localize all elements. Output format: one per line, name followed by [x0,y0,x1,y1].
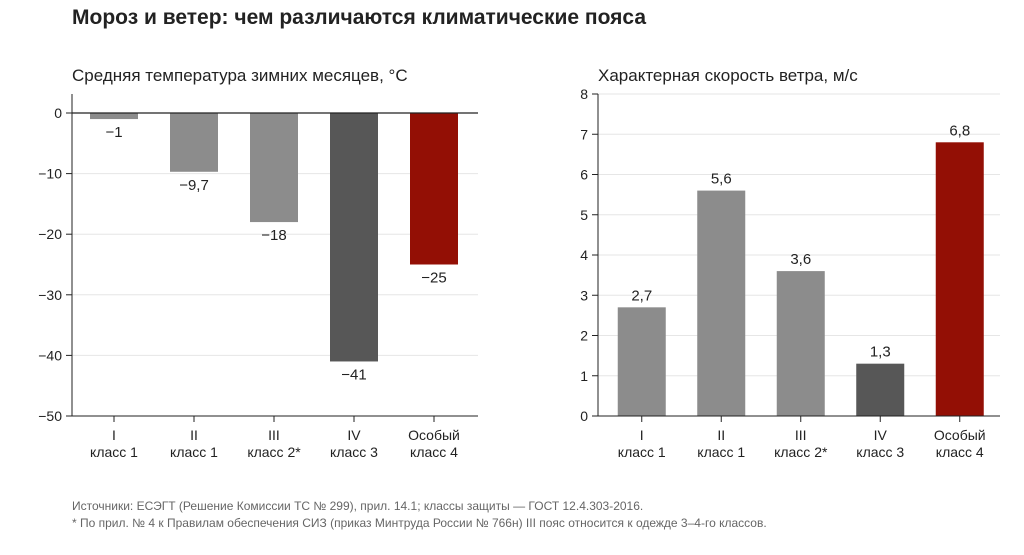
temp-category-label: IV [347,427,361,443]
temp-category-sublabel: класс 1 [90,444,138,460]
temp-category-label: II [190,427,198,443]
temp-value-label: −41 [341,366,366,383]
wind-category-label: I [640,427,644,443]
wind-category-sublabel: класс 2* [774,444,828,460]
temp-value-label: −1 [105,124,122,141]
wind-y-tick-label: 8 [580,86,588,102]
wind-panel-title: Характерная скорость ветра, м/с [598,66,858,85]
temp-category-sublabel: класс 2* [247,444,301,460]
temp-y-tick-label: −10 [38,166,62,182]
wind-y-tick-label: 6 [580,167,588,183]
wind-y-tick-label: 4 [580,247,588,263]
wind-y-tick-label: 5 [580,207,588,223]
wind-bar [935,142,984,417]
wind-bar [776,271,825,416]
temp-value-label: −18 [261,227,286,244]
wind-y-tick-label: 2 [580,328,588,344]
temp-y-tick-label: −50 [38,408,62,424]
temp-y-tick-label: −40 [38,347,62,363]
wind-bar [856,363,905,416]
temp-bar [170,113,218,172]
chart-title: Мороз и ветер: чем различаются климатиче… [72,6,647,29]
temp-category-label: I [112,427,116,443]
wind-value-label: 1,3 [870,344,891,361]
temp-category-label: III [268,427,280,443]
temp-category-sublabel: класс 1 [170,444,218,460]
wind-y-tick-label: 0 [580,408,588,424]
wind-bar [697,190,746,416]
wind-bar [617,307,666,416]
source-note: Источники: ЕСЭГТ (Решение Комиссии ТС № … [72,499,644,513]
temp-category-sublabel: класс 4 [410,444,458,460]
wind-category-sublabel: класс 1 [618,444,666,460]
wind-category-label: II [717,427,725,443]
wind-category-sublabel: класс 3 [856,444,904,460]
wind-value-label: 3,6 [790,251,811,268]
wind-value-label: 6,8 [949,122,970,139]
temp-y-tick-label: −30 [38,287,62,303]
wind-y-tick-label: 3 [580,287,588,303]
temp-category-label: Особый [408,427,460,443]
temp-y-tick-label: 0 [54,105,62,121]
temp-y-tick-label: −20 [38,226,62,242]
footnote: * По прил. № 4 к Правилам обеспечения СИ… [72,516,767,530]
wind-category-label: Особый [934,427,986,443]
wind-category-sublabel: класс 1 [697,444,745,460]
wind-value-label: 2,7 [631,287,652,304]
temp-category-sublabel: класс 3 [330,444,378,460]
wind-y-tick-label: 7 [580,126,588,142]
temp-bar [330,113,378,362]
temp-value-label: −9,7 [179,177,209,194]
temp-bar [90,113,138,120]
temp-value-label: −25 [421,270,446,287]
wind-category-label: IV [874,427,888,443]
temp-bar [250,113,298,223]
temperature-panel-title: Средняя температура зимних месяцев, °C [72,66,408,85]
wind-category-label: III [795,427,807,443]
temp-bar [410,113,458,265]
wind-value-label: 5,6 [711,171,732,188]
wind-y-tick-label: 1 [580,368,588,384]
wind-category-sublabel: класс 4 [936,444,984,460]
